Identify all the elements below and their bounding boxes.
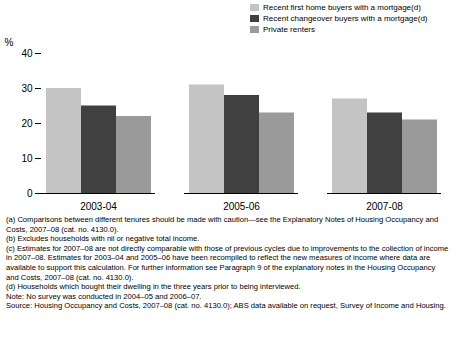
svg-text:10: 10 <box>21 153 33 164</box>
html-text:Private renters: Private renters <box>263 25 315 34</box>
svg-text:2005-06: 2005-06 <box>223 201 260 212</box>
svg-text:40: 40 <box>21 48 33 59</box>
html-text:(a) Comparisons between differ: (a) Comparisons between different tenure… <box>6 215 439 234</box>
svg-text:%: % <box>5 37 14 48</box>
svg-text:20: 20 <box>21 118 33 129</box>
svg-text:30: 30 <box>21 83 33 94</box>
html-text:(c) Estimates for 2007–08 are: (c) Estimates for 2007–08 are not direct… <box>6 243 449 282</box>
svg-text:2003-04: 2003-04 <box>80 201 117 212</box>
html-text:Note: No survey was conducted: Note: No survey was conducted in 2004–05… <box>6 291 202 301</box>
html-text:Recent changeover buyers with: Recent changeover buyers with a mortgage… <box>263 14 428 23</box>
html-text:Recent first home buyers with: Recent first home buyers with a mortgage… <box>263 3 421 12</box>
html-text:(d) Households which bought th: (d) Households which bought their dwelli… <box>6 282 301 292</box>
svg-text:2007-08: 2007-08 <box>366 201 403 212</box>
html-text:Source: Housing Occupancy and: Source: Housing Occupancy and Costs, 200… <box>6 301 446 311</box>
svg-text:0: 0 <box>27 188 33 199</box>
html-text:(b) Excludes households with n: (b) Excludes households with nil or nega… <box>6 234 200 244</box>
